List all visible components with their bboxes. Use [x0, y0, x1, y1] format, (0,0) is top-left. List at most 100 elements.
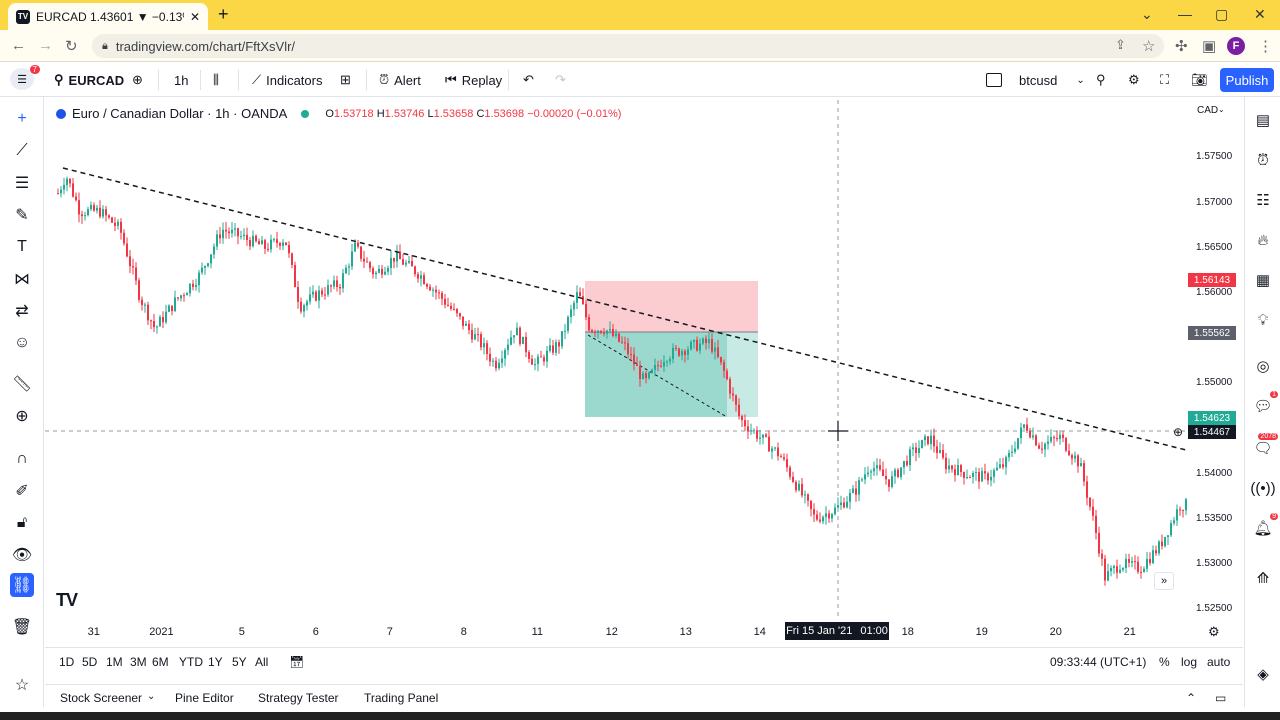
range-1d[interactable]: 1D	[59, 655, 75, 669]
forward-icon[interactable]: →	[38, 37, 53, 54]
emoji-icon[interactable]: ☺	[13, 334, 31, 351]
browser-tab[interactable]: TV EURCAD 1.43601 ▼ −0.13% btcu ✕	[8, 3, 208, 30]
layout-name-button[interactable]: btcusd ⌄	[1019, 69, 1085, 91]
replay-button[interactable]: ⏮︎ Replay	[445, 69, 502, 91]
price-axis[interactable]: CAD ⌄	[1186, 97, 1244, 643]
hotlists-icon[interactable]: 🔥︎	[1257, 231, 1269, 249]
templates-button[interactable]: ⊞	[340, 69, 351, 91]
sidebar-icon[interactable]: ▣	[1202, 38, 1217, 55]
text-icon[interactable]: T	[17, 238, 27, 255]
tab-pine-editor[interactable]: Pine Editor	[175, 691, 234, 705]
tab-strategy-tester[interactable]: Strategy Tester	[258, 691, 339, 705]
calendar-icon[interactable]: ▦	[1255, 272, 1271, 289]
profit-zone[interactable]	[727, 332, 758, 417]
address-bar[interactable]: 🔒︎ tradingview.com/chart/FftXsVlr/	[92, 34, 1164, 58]
magnet-icon[interactable]: ∩	[16, 450, 28, 467]
stay-in-drawing-mode-icon[interactable]: ✐	[15, 483, 29, 500]
range-5y[interactable]: 5Y	[232, 655, 247, 669]
tab-trading-panel[interactable]: Trading Panel	[364, 691, 439, 705]
watchlist-icon[interactable]: ▤	[1255, 112, 1271, 129]
auto-toggle[interactable]: auto	[1207, 655, 1231, 669]
zoom-in-icon[interactable]: ⊕	[15, 408, 29, 425]
interval-button[interactable]: 1h	[174, 69, 188, 91]
maximize-icon[interactable]: ▢	[1215, 6, 1229, 22]
profile-avatar[interactable]: F	[1227, 37, 1245, 55]
fib-retracement-icon[interactable]: ☰	[14, 175, 30, 192]
notifications-bell-icon[interactable]: 🔔︎ 9	[1253, 513, 1278, 537]
candle-body	[270, 239, 272, 250]
close-tab-icon[interactable]: ✕	[189, 9, 200, 24]
range-ytd[interactable]: YTD	[179, 655, 203, 669]
extensions-icon[interactable]: ✣	[1175, 38, 1188, 55]
settings-button[interactable]: ⚙	[1128, 69, 1140, 91]
layers-icon[interactable]: ◈	[1257, 666, 1269, 683]
reload-icon[interactable]: ↻	[65, 38, 78, 55]
chart-type-button[interactable]: ⫼	[213, 69, 219, 91]
trend-line-icon[interactable]: ⟋	[16, 142, 28, 159]
range-1m[interactable]: 1M	[106, 655, 123, 669]
redo-button[interactable]: ↷	[555, 69, 566, 91]
trend-up-icon[interactable]: ⟰	[1256, 570, 1270, 587]
alert-button[interactable]: ⏰︎ Alert	[379, 69, 421, 91]
currency-label[interactable]: CAD	[1197, 105, 1219, 116]
prediction-icon[interactable]: ⇄	[15, 303, 29, 320]
symbol-search-button[interactable]: ⚲ EURCAD	[54, 69, 124, 91]
publish-button[interactable]: Publish	[1220, 68, 1274, 92]
lock-drawings-icon[interactable]: 🔓︎	[16, 514, 28, 531]
symbol-title[interactable]: Euro / Canadian Dollar · 1h · OANDA	[72, 106, 288, 121]
range-all[interactable]: All	[255, 655, 269, 669]
goto-date-icon[interactable]: 📅︎	[289, 655, 305, 669]
broadcast-icon[interactable]: ((•))	[1250, 479, 1276, 497]
minimize-icon[interactable]: —	[1178, 6, 1192, 22]
chat-icon[interactable]: 💬︎ 1	[1253, 391, 1278, 415]
crosshair-icon[interactable]: +	[17, 110, 27, 127]
indicators-button[interactable]: ⟋ Indicators	[252, 69, 322, 91]
scroll-to-realtime-button[interactable]: »	[1154, 572, 1174, 590]
range-5d[interactable]: 5D	[82, 655, 98, 669]
trash-icon[interactable]: 🗑︎	[11, 619, 33, 636]
tab-stock-screener[interactable]: Stock Screener	[60, 691, 143, 705]
undo-button[interactable]: ↶	[523, 69, 534, 91]
ideas-bulb-icon[interactable]: 💡︎	[1257, 311, 1269, 329]
public-chat-icon[interactable]: 🗨︎ 2078	[1253, 433, 1278, 457]
layout-select-button[interactable]	[986, 69, 1002, 91]
trend-line[interactable]	[62, 167, 1187, 451]
new-tab-button[interactable]: +	[218, 4, 229, 24]
browser-menu-icon[interactable]: ⋮	[1258, 38, 1273, 55]
brush-icon[interactable]: ✎	[15, 207, 29, 224]
range-3m[interactable]: 3M	[130, 655, 147, 669]
candle-body	[348, 266, 350, 268]
range-1y[interactable]: 1Y	[208, 655, 223, 669]
add-alert-plus-icon[interactable]: ⊕	[1173, 425, 1184, 439]
percent-toggle[interactable]: %	[1159, 655, 1170, 669]
streams-icon[interactable]: ◎	[1256, 358, 1270, 375]
pattern-icon[interactable]: ⋈	[14, 271, 30, 288]
range-6m[interactable]: 6M	[152, 655, 169, 669]
maximize-panel-icon[interactable]: ▭	[1215, 691, 1227, 705]
back-icon[interactable]: ←	[11, 37, 26, 54]
axis-settings-gear-icon[interactable]: ⚙	[1208, 624, 1220, 639]
quick-search-button[interactable]: ⚲	[1096, 69, 1106, 91]
alerts-clock-icon[interactable]: ⏰︎	[1257, 151, 1269, 169]
utc-clock[interactable]: 09:33:44 (UTC+1)	[1050, 655, 1147, 669]
stop-loss-zone[interactable]	[585, 281, 758, 332]
candle-body	[819, 519, 821, 522]
user-menu-icon[interactable]: ☰ 7	[10, 65, 40, 90]
tab-search-icon[interactable]: ⌄	[1141, 6, 1153, 22]
snapshot-button[interactable]: 📷︎	[1191, 69, 1208, 91]
hide-drawings-icon[interactable]: 👁︎	[11, 547, 33, 564]
bookmark-star-icon[interactable]: ☆	[1142, 38, 1156, 55]
data-window-icon[interactable]: ☷	[1256, 192, 1270, 209]
close-window-icon[interactable]: ✕	[1254, 6, 1266, 22]
chevron-down-icon[interactable]: ⌄	[147, 691, 156, 702]
collapse-panel-icon[interactable]: ⌃	[1186, 691, 1197, 705]
fullscreen-button[interactable]: ⛶	[1160, 69, 1169, 91]
favorites-star-icon[interactable]: ☆	[14, 677, 30, 694]
compare-symbol-button[interactable]: ⊕	[132, 69, 143, 91]
ruler-icon[interactable]: 📏︎	[11, 376, 33, 393]
share-icon[interactable]: ⇪	[1115, 37, 1126, 52]
sync-drawings-icon[interactable]: ⛓︎	[10, 573, 34, 597]
log-toggle[interactable]: log	[1181, 655, 1198, 669]
candle-body	[456, 308, 458, 314]
